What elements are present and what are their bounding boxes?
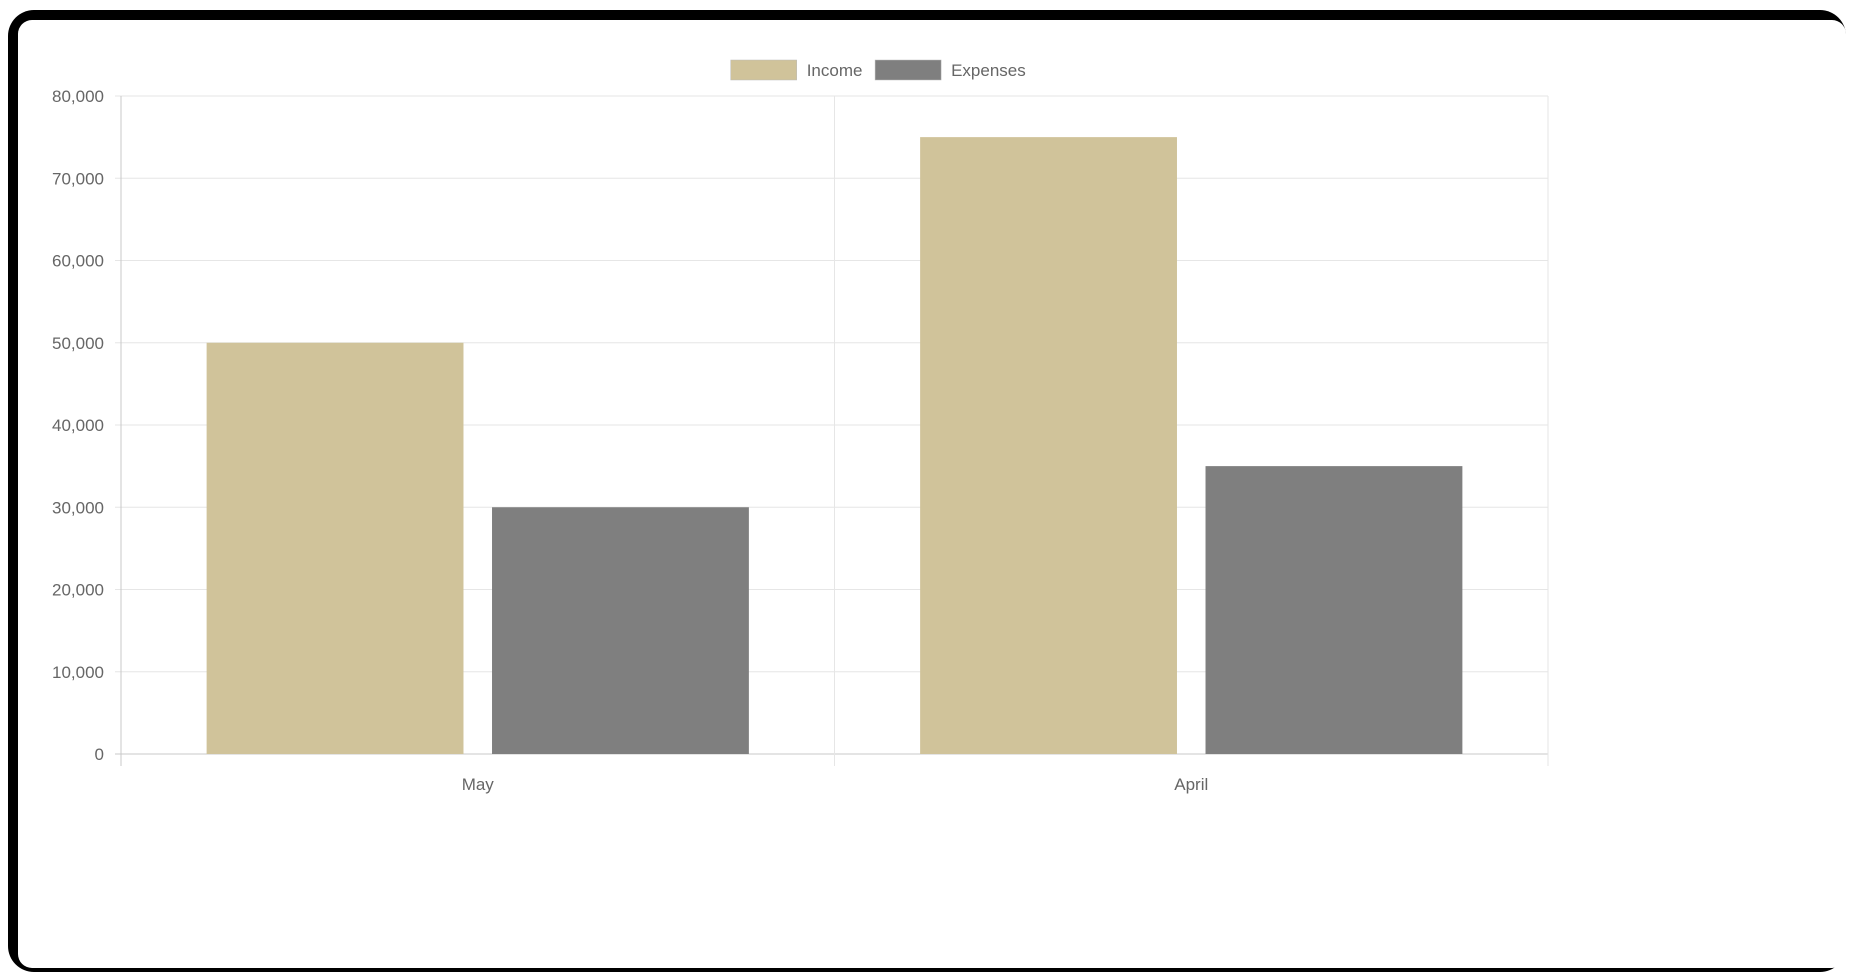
y-tick-label: 20,000 (52, 581, 104, 600)
legend-label-expenses[interactable]: Expenses (951, 61, 1026, 80)
y-tick-label: 40,000 (52, 416, 104, 435)
legend: Income Expenses (730, 59, 1026, 81)
legend-swatch-expenses[interactable] (874, 59, 942, 81)
chart-card: 0 10,000 20,000 30,000 40,000 50,000 60,000 70,… (18, 20, 1846, 968)
axes (120, 96, 1549, 766)
y-tick-label: 60,000 (52, 252, 104, 271)
y-tick-label: 80,000 (52, 87, 104, 106)
bar-expenses-april[interactable] (1205, 466, 1463, 754)
legend-label-income[interactable]: Income (807, 61, 863, 80)
bar-chart: 0 10,000 20,000 30,000 40,000 50,000 60,000 70,… (52, 59, 1549, 794)
bar-expenses-may[interactable] (492, 507, 749, 754)
y-tick-label: 10,000 (52, 663, 104, 682)
bar-income-may[interactable] (206, 342, 464, 754)
legend-swatch-income[interactable] (730, 59, 797, 81)
bar-income-april[interactable] (920, 137, 1177, 754)
bars (206, 137, 1463, 754)
y-tick-label: 50,000 (52, 334, 104, 353)
x-tick-label: April (1174, 775, 1208, 794)
x-tick-label: May (462, 775, 495, 794)
y-tick-label: 70,000 (52, 169, 104, 188)
y-tick-label: 0 (95, 745, 104, 764)
tick-labels: 0 10,000 20,000 30,000 40,000 50,000 60,000 70,… (52, 87, 1208, 794)
y-tick-label: 30,000 (52, 498, 104, 517)
